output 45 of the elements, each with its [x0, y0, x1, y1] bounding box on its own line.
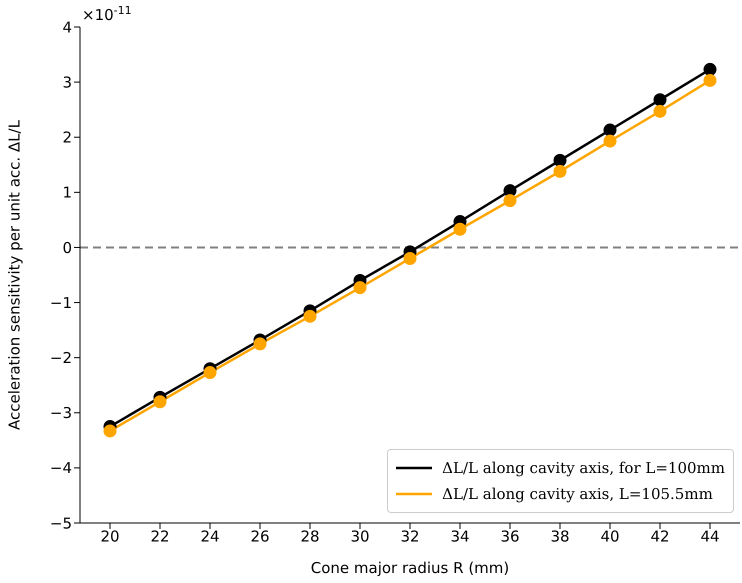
- x-tick-label: 24: [200, 528, 220, 546]
- point: [554, 164, 566, 178]
- text: ×10$^{-11}$: [82, 4, 132, 24]
- point: [654, 104, 666, 118]
- y-axis-title: Acceleration sensitivity per unit acc. ΔL/L: [5, 119, 24, 430]
- y-tick-label: −2: [50, 348, 72, 367]
- point: [154, 395, 166, 408]
- point: [704, 62, 716, 76]
- point: [104, 424, 116, 438]
- x-tick-label: 42: [650, 528, 670, 546]
- point: [454, 222, 466, 236]
- point: [604, 134, 616, 148]
- point: [254, 337, 266, 350]
- point: [504, 194, 516, 208]
- point: [704, 74, 716, 87]
- x-axis-title: Cone major radius R (mm): [310, 559, 510, 577]
- y-tick-label: 1: [62, 184, 72, 202]
- y-tick-label: −4: [50, 459, 72, 478]
- x-tick-label: 30: [350, 528, 370, 546]
- point: [354, 281, 366, 294]
- y-tick-label: −1: [50, 294, 72, 312]
- x-tick-label: 22: [150, 528, 170, 546]
- y-tick-label: 2: [62, 128, 72, 147]
- y-tick-label: 0: [62, 238, 72, 257]
- x-tick-label: 40: [600, 528, 620, 546]
- y-tick-label: −5: [50, 514, 72, 532]
- x-tick-label: 32: [400, 528, 420, 546]
- legend-label: ΔL/L along cavity axis, L=105.5mm: [442, 484, 713, 505]
- x-tick-label: 28: [300, 528, 320, 546]
- x-tick-label: 34: [450, 528, 470, 546]
- x-tick-label: 20: [100, 528, 120, 546]
- point: [204, 366, 216, 380]
- point: [554, 154, 566, 167]
- point: [604, 124, 616, 137]
- legend-label: ΔL/L along cavity axis, for L=100mm: [442, 458, 725, 479]
- x-tick-label: 26: [250, 528, 270, 546]
- point: [404, 252, 416, 265]
- point: [654, 93, 666, 106]
- y-tick-label: 4: [62, 18, 72, 36]
- x-tick-label: 38: [550, 528, 570, 546]
- x-tick-label: 44: [700, 528, 720, 546]
- point: [304, 310, 316, 323]
- y-tick-label: 3: [62, 73, 72, 92]
- x-tick-label: 36: [500, 528, 520, 546]
- y-tick-label: −3: [50, 404, 72, 422]
